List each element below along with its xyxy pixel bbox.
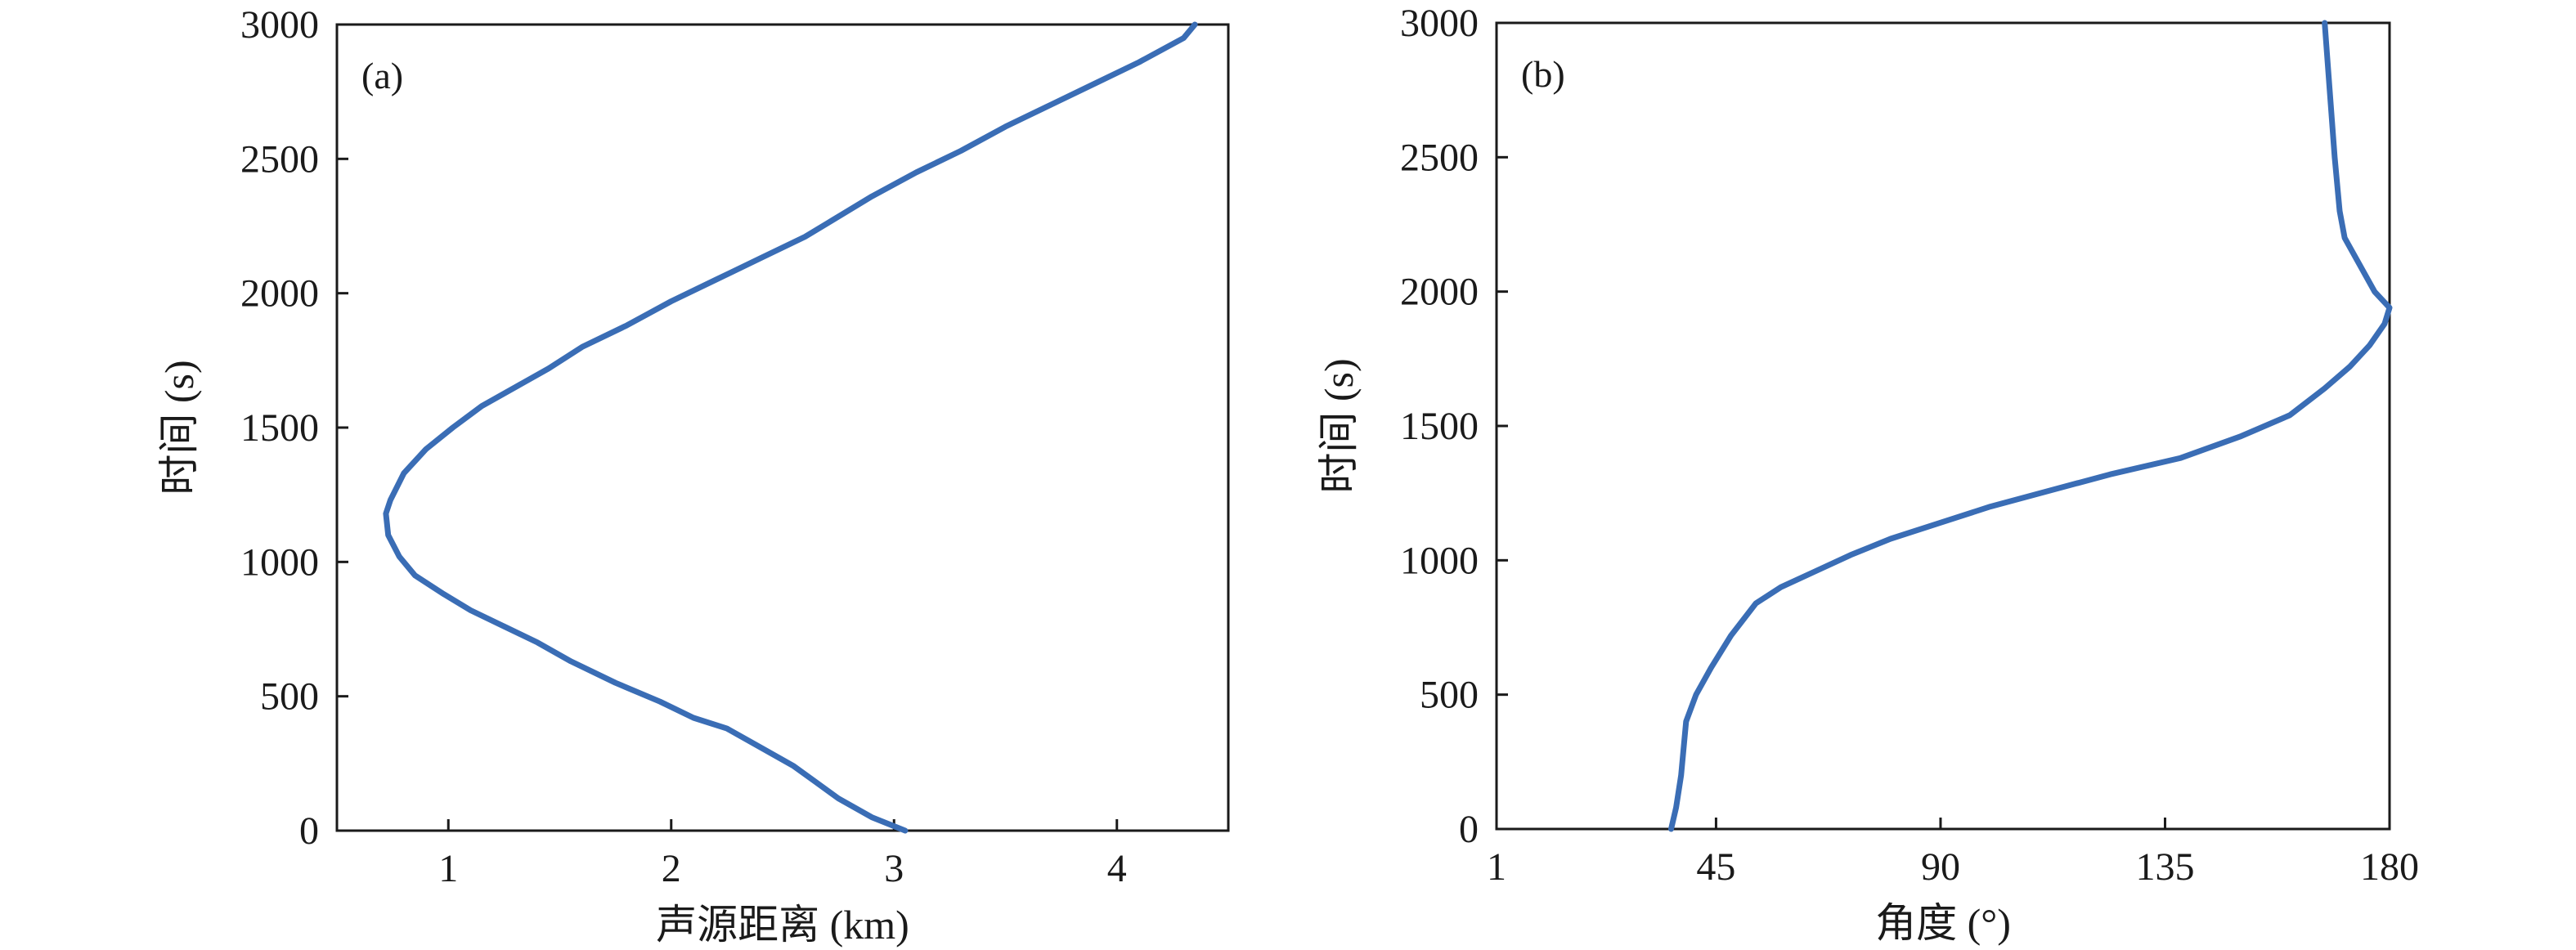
panel-b-x-tick-label: 180 (2360, 845, 2419, 889)
panel-b: 0 500 1000 1500 2000 2500 3000 1 45 90 135 180 (b) 角度… (1316, 2, 2419, 946)
panel-b-y-tick-label: 0 (1459, 808, 1479, 851)
panel-a-x-tick-label: 2 (662, 847, 681, 890)
panel-a-y-axis-label: 时间 (s) (156, 360, 202, 495)
panel-a-y-tick-label: 500 (260, 675, 319, 719)
panel-a-x-tick-label: 4 (1107, 847, 1127, 890)
panel-b-plot-frame (1495, 21, 2391, 831)
panel-a-y-tick-label: 0 (299, 809, 319, 853)
panel-b-y-tick-label: 3000 (1400, 2, 1479, 45)
panel-a-x-tick-label: 1 (438, 847, 458, 890)
panel-a-series-line (383, 21, 1198, 834)
panel-a-y-tick-label: 1000 (240, 540, 319, 584)
panel-a-y-tick-label: 2000 (240, 272, 319, 316)
panel-b-x-tick-label: 135 (2135, 845, 2194, 889)
panel-b-series-line (1668, 20, 2393, 832)
panel-b-label: (b) (1521, 53, 1565, 95)
panel-a-y-tick-label: 1500 (240, 406, 319, 450)
panel-a-label: (a) (361, 55, 403, 96)
panel-b-x-axis-label: 角度 (°) (1875, 900, 2011, 946)
panel-b-y-tick-label: 500 (1420, 674, 1479, 717)
panel-b-x-tick-label: 90 (1921, 845, 1960, 889)
panel-b-x-tick-label: 1 (1487, 845, 1506, 889)
panel-a-x-axis-label: 声源距离 (km) (656, 902, 909, 948)
panel-b-y-axis-label: 时间 (s) (1316, 358, 1362, 493)
panel-a-y-tick-label: 3000 (240, 3, 319, 47)
panel-a-plot-frame (335, 23, 1230, 832)
panel-a-x-tick-label: 3 (884, 847, 904, 890)
panel-b-y-tick-label: 1000 (1400, 539, 1479, 582)
panel-b-y-tick-label: 2000 (1400, 271, 1479, 314)
panel-a-y-tick-label: 2500 (240, 137, 319, 181)
panel-b-x-tick-label: 45 (1696, 845, 1735, 889)
panel-a: 0 500 1000 1500 2000 2500 3000 1 2 3 4 (a) 声源距离 (km)… (156, 3, 1230, 948)
panel-b-y-tick-label: 1500 (1400, 405, 1479, 448)
panel-b-y-tick-label: 2500 (1400, 136, 1479, 179)
